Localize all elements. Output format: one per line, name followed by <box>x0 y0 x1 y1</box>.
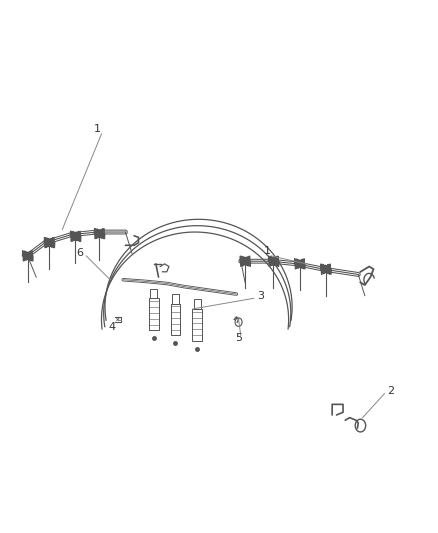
Text: 1: 1 <box>263 246 270 256</box>
Bar <box>192 309 202 341</box>
Text: 2: 2 <box>387 386 395 396</box>
Text: 1: 1 <box>94 124 101 134</box>
Text: 3: 3 <box>257 290 264 301</box>
Text: 5: 5 <box>235 333 242 343</box>
Text: 4: 4 <box>109 322 116 333</box>
Bar <box>172 294 179 304</box>
Bar <box>194 300 201 309</box>
Text: 6: 6 <box>76 248 83 259</box>
Bar <box>149 298 159 330</box>
Bar <box>150 289 157 298</box>
Bar <box>171 304 180 335</box>
